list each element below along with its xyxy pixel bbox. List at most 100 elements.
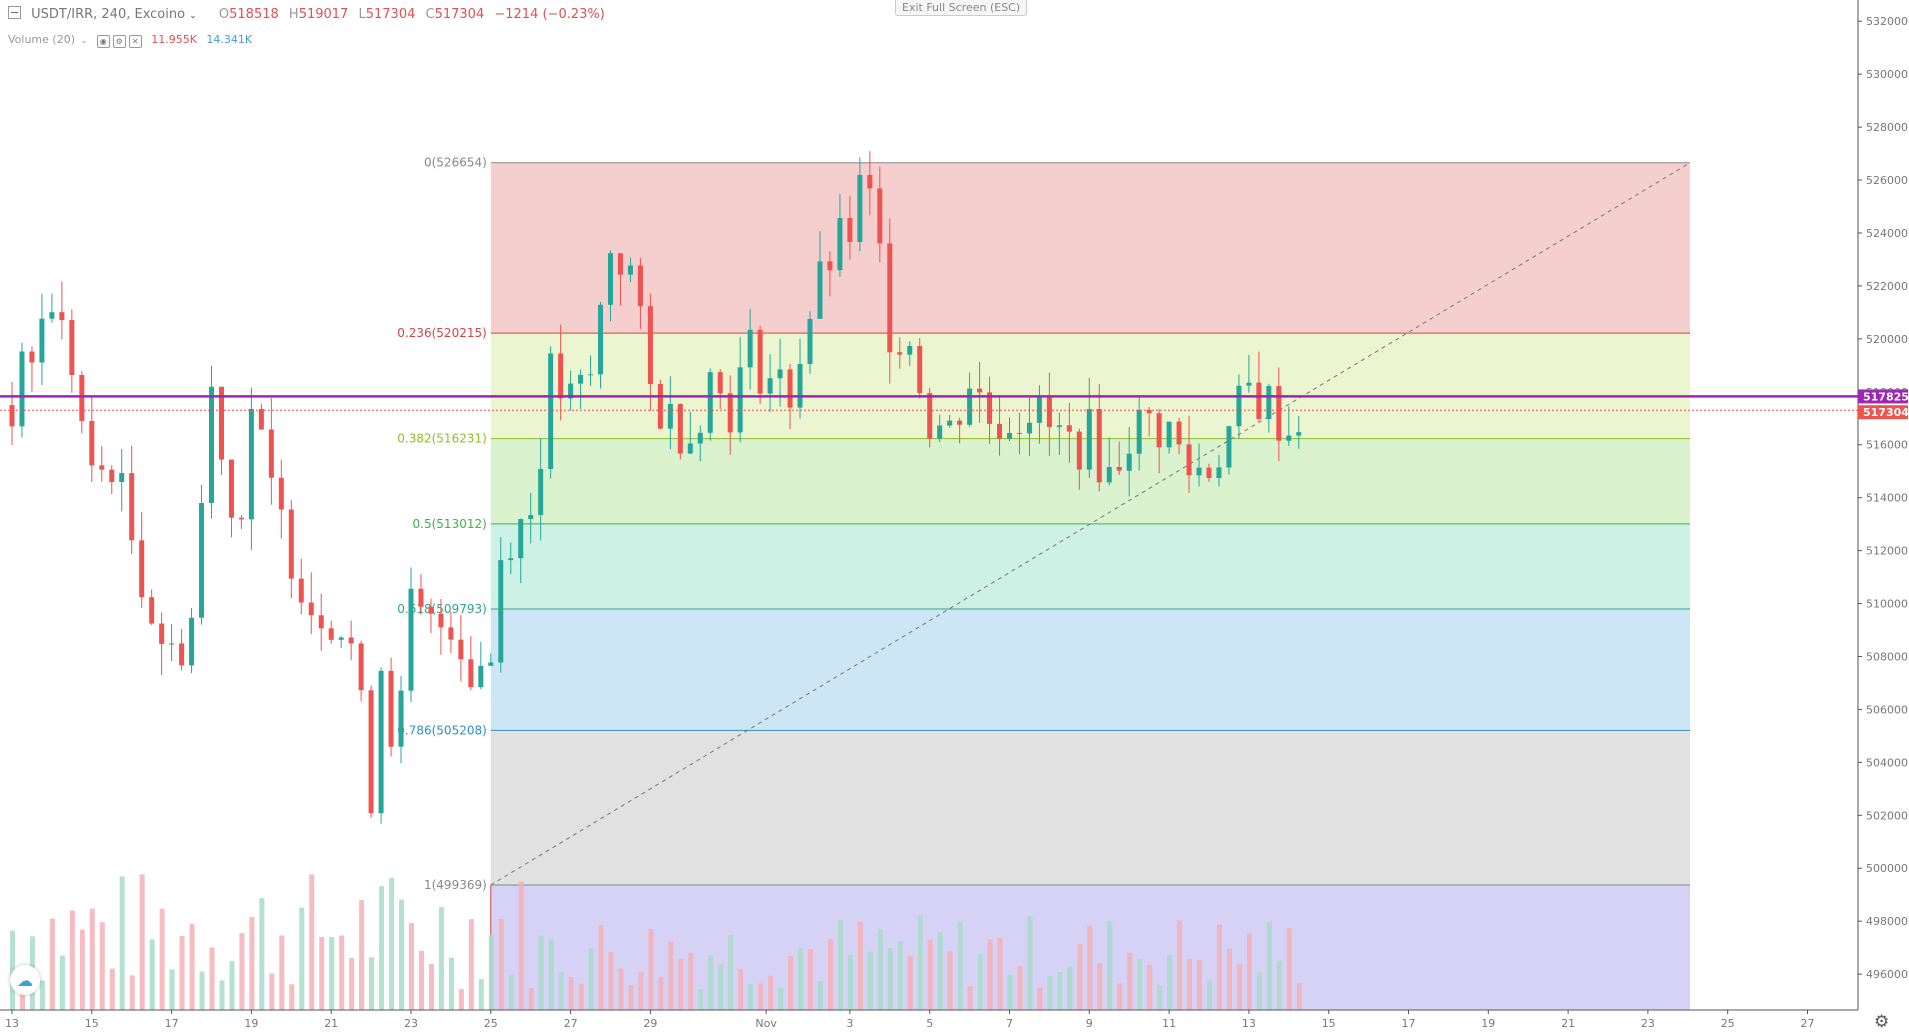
- candle-body[interactable]: [248, 408, 254, 520]
- candle-body[interactable]: [667, 403, 673, 429]
- candle-body[interactable]: [338, 637, 344, 640]
- candle-body[interactable]: [757, 329, 763, 394]
- candle-body[interactable]: [1206, 467, 1212, 478]
- candle-body[interactable]: [408, 588, 414, 691]
- candle-body[interactable]: [1026, 422, 1032, 434]
- candle-body[interactable]: [847, 218, 853, 242]
- candle-body[interactable]: [39, 318, 45, 363]
- candle-body[interactable]: [568, 383, 574, 399]
- candle-body[interactable]: [967, 388, 973, 425]
- candle-body[interactable]: [787, 369, 793, 408]
- candle-body[interactable]: [1016, 432, 1022, 434]
- candle-body[interactable]: [957, 420, 963, 425]
- exit-fullscreen-button[interactable]: Exit Full Screen (ESC): [895, 0, 1028, 16]
- candle-body[interactable]: [169, 643, 175, 645]
- candle-body[interactable]: [1216, 467, 1222, 478]
- candle-body[interactable]: [418, 588, 424, 607]
- candle-body[interactable]: [498, 560, 504, 663]
- candle-body[interactable]: [378, 670, 384, 814]
- candle-body[interactable]: [189, 617, 195, 666]
- candle-body[interactable]: [318, 615, 324, 629]
- candle-body[interactable]: [977, 388, 983, 393]
- candle-body[interactable]: [488, 662, 494, 666]
- candle-body[interactable]: [578, 374, 584, 384]
- candle-body[interactable]: [1156, 413, 1162, 448]
- candle-body[interactable]: [657, 384, 663, 429]
- candle-body[interactable]: [368, 690, 374, 814]
- candle-body[interactable]: [49, 312, 55, 319]
- candle-body[interactable]: [1146, 409, 1152, 414]
- tradingview-logo-icon[interactable]: ☁: [10, 965, 40, 995]
- candle-body[interactable]: [518, 519, 524, 559]
- candle-body[interactable]: [209, 386, 214, 504]
- candle-body[interactable]: [119, 473, 125, 483]
- candle-body[interactable]: [1256, 382, 1262, 420]
- candle-body[interactable]: [468, 659, 474, 688]
- candle-body[interactable]: [1086, 409, 1092, 470]
- candle-body[interactable]: [598, 304, 604, 375]
- candle-body[interactable]: [997, 423, 1003, 439]
- candle-body[interactable]: [278, 477, 284, 510]
- candle-body[interactable]: [817, 261, 823, 319]
- candle-body[interactable]: [627, 265, 633, 275]
- candle-body[interactable]: [1116, 466, 1122, 471]
- candle-body[interactable]: [19, 351, 25, 427]
- candle-body[interactable]: [837, 218, 843, 271]
- candle-body[interactable]: [1166, 421, 1172, 448]
- candle-body[interactable]: [927, 393, 933, 439]
- candle-body[interactable]: [897, 352, 903, 355]
- chevron-down-icon[interactable]: ⌄: [189, 11, 197, 21]
- candle-body[interactable]: [9, 405, 15, 427]
- candle-body[interactable]: [637, 265, 643, 307]
- candle-body[interactable]: [608, 253, 613, 305]
- candle-body[interactable]: [1276, 386, 1282, 441]
- candle-body[interactable]: [588, 374, 594, 376]
- candle-body[interactable]: [478, 665, 484, 688]
- volume-label[interactable]: Volume (20): [8, 33, 75, 46]
- candle-body[interactable]: [647, 306, 653, 385]
- candle-body[interactable]: [677, 403, 683, 454]
- candle-body[interactable]: [149, 597, 155, 624]
- candle-body[interactable]: [1246, 382, 1252, 386]
- candle-body[interactable]: [89, 420, 95, 466]
- candle-body[interactable]: [1007, 432, 1012, 439]
- candle-body[interactable]: [1076, 431, 1082, 470]
- candle-body[interactable]: [747, 329, 753, 368]
- candle-body[interactable]: [298, 578, 304, 603]
- gear-icon[interactable]: ⚙: [1874, 1012, 1890, 1032]
- candle-body[interactable]: [1046, 396, 1052, 428]
- candle-body[interactable]: [707, 372, 713, 433]
- collapse-legend-icon[interactable]: [8, 6, 21, 19]
- candle-body[interactable]: [258, 408, 264, 430]
- candle-body[interactable]: [917, 345, 923, 394]
- candle-body[interactable]: [1176, 421, 1182, 445]
- candle-body[interactable]: [508, 558, 514, 561]
- candle-body[interactable]: [228, 459, 234, 518]
- candle-body[interactable]: [288, 509, 294, 579]
- candle-body[interactable]: [867, 174, 873, 189]
- candle-body[interactable]: [69, 320, 75, 376]
- candle-body[interactable]: [558, 353, 564, 399]
- candle-body[interactable]: [907, 345, 913, 355]
- candle-body[interactable]: [1066, 425, 1072, 432]
- candle-body[interactable]: [717, 372, 723, 394]
- candle-body[interactable]: [548, 353, 554, 469]
- candle-body[interactable]: [428, 606, 434, 614]
- candle-body[interactable]: [697, 432, 703, 444]
- candle-body[interactable]: [947, 420, 953, 426]
- candle-body[interactable]: [1056, 425, 1062, 428]
- candle-body[interactable]: [857, 174, 863, 242]
- candle-body[interactable]: [737, 367, 743, 433]
- candle-body[interactable]: [79, 375, 85, 421]
- candle-body[interactable]: [129, 473, 135, 541]
- candle-body[interactable]: [308, 602, 314, 616]
- candle-body[interactable]: [767, 378, 773, 394]
- candle-body[interactable]: [777, 369, 783, 379]
- candle-body[interactable]: [1186, 444, 1192, 476]
- time-axis[interactable]: [0, 1010, 1858, 1034]
- price-axis[interactable]: [1858, 0, 1909, 1034]
- candle-body[interactable]: [807, 318, 813, 364]
- close-icon[interactable]: ✕: [128, 35, 142, 48]
- candle-body[interactable]: [617, 253, 623, 275]
